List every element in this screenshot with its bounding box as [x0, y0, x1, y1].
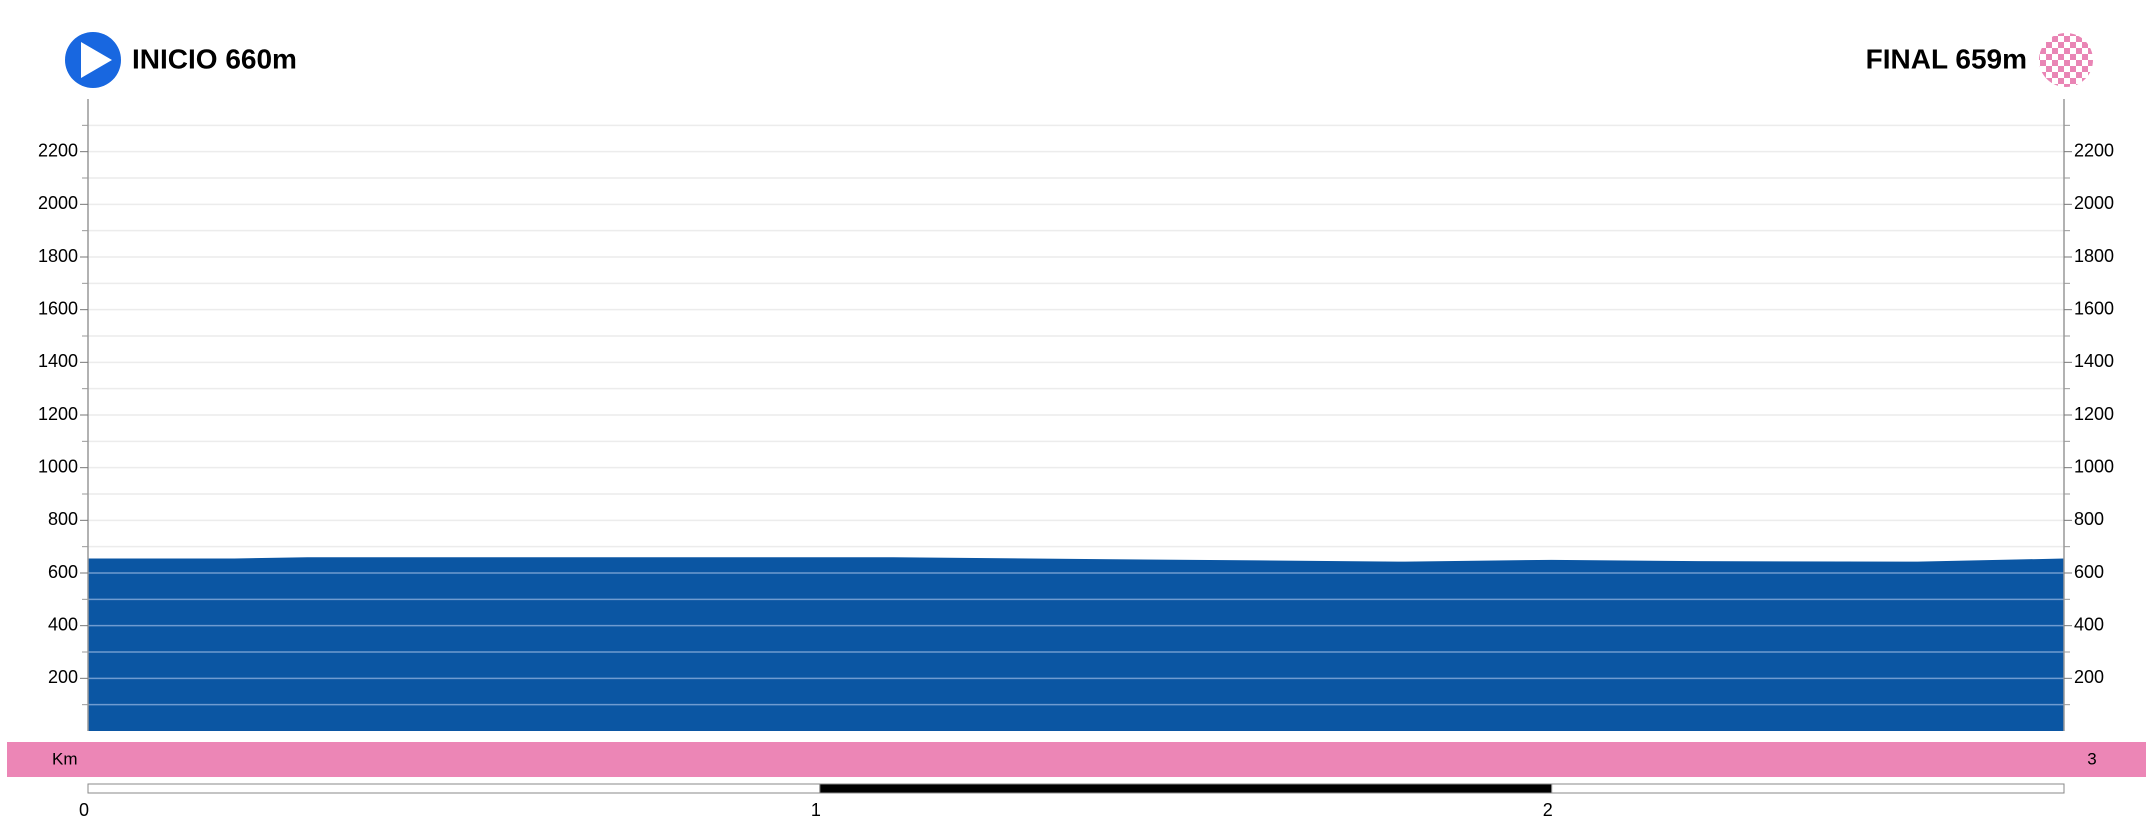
scale-segment	[1551, 783, 2065, 794]
y-tick-label: 1800	[2074, 246, 2114, 266]
scale-segment	[819, 783, 1553, 794]
y-tick-label: 1600	[38, 298, 78, 318]
x-tick-label: 0	[79, 800, 89, 820]
y-tick-label: 2200	[38, 140, 78, 160]
y-tick-label: 1200	[38, 404, 78, 424]
y-tick-label: 800	[48, 509, 78, 529]
distance-label: 3	[2087, 749, 2096, 768]
y-tick-label: 1600	[2074, 298, 2114, 318]
y-tick-label: 200	[48, 667, 78, 687]
scale-segment	[87, 783, 821, 794]
finish-icon	[2039, 33, 2093, 87]
km-bar	[7, 742, 2146, 777]
y-tick-label: 600	[2074, 562, 2104, 582]
y-tick-label: 1200	[2074, 404, 2114, 424]
y-tick-label: 1000	[38, 456, 78, 476]
y-tick-label: 2200	[2074, 140, 2114, 160]
y-tick-label: 200	[2074, 667, 2104, 687]
y-tick-label: 400	[48, 614, 78, 634]
start-label: INICIO 660m	[132, 43, 297, 74]
x-tick-label: 1	[811, 800, 821, 820]
y-tick-label: 800	[2074, 509, 2104, 529]
y-tick-label: 1000	[2074, 456, 2114, 476]
y-tick-label: 1400	[38, 351, 78, 371]
end-label: FINAL 659m	[1866, 43, 2027, 74]
y-tick-label: 400	[2074, 614, 2104, 634]
start-icon	[65, 32, 121, 88]
y-tick-label: 2000	[38, 193, 78, 213]
elevation-area	[88, 557, 2064, 731]
y-tick-label: 600	[48, 562, 78, 582]
y-tick-label: 1400	[2074, 351, 2114, 371]
x-tick-label: 2	[1543, 800, 1553, 820]
y-tick-label: 2000	[2074, 193, 2114, 213]
y-tick-label: 1800	[38, 246, 78, 266]
x-axis-label: Km	[52, 749, 78, 768]
